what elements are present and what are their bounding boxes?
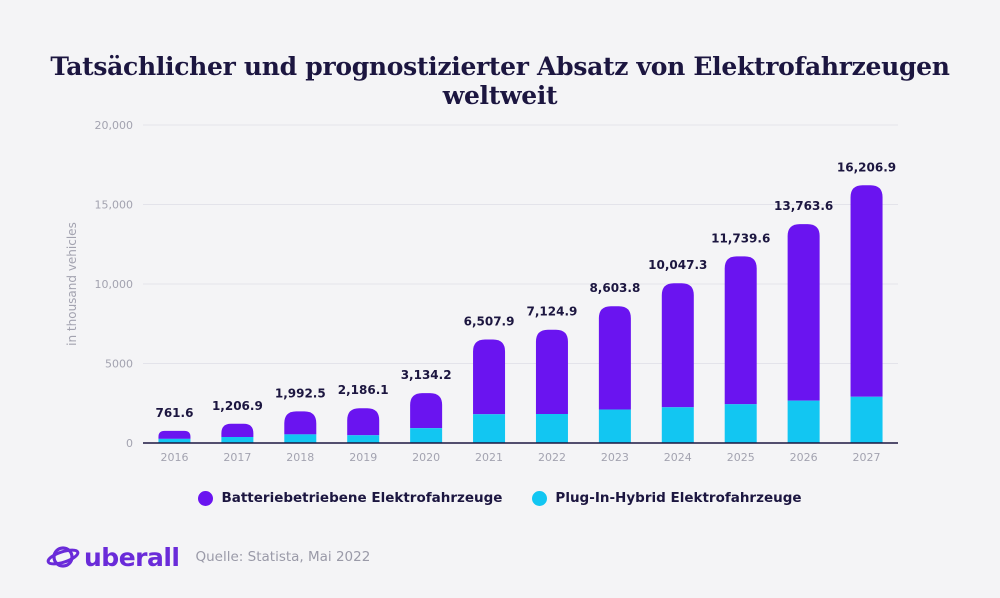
footer: uberall Quelle: Statista, Mai 2022 xyxy=(46,540,370,574)
data-label: 8,603.8 xyxy=(589,281,640,295)
data-label: 7,124.9 xyxy=(527,305,578,319)
y-tick-label: 5000 xyxy=(105,358,133,371)
y-axis-title: in thousand vehicles xyxy=(65,222,79,346)
x-tick-label: 2018 xyxy=(286,451,314,464)
bar-bev xyxy=(410,393,443,429)
bar-phev xyxy=(850,396,883,443)
data-label: 11,739.6 xyxy=(711,231,770,245)
bar-phev xyxy=(661,407,694,443)
legend-swatch-phev xyxy=(532,490,548,506)
bar-bev xyxy=(473,339,506,415)
brand-name: uberall xyxy=(84,542,180,572)
bar-bev xyxy=(724,256,757,405)
bar-phev xyxy=(598,409,631,443)
bar-bev xyxy=(787,224,820,401)
bar-bev xyxy=(535,329,568,414)
legend: Batteriebetriebene Elektrofahrzeuge Plug… xyxy=(0,490,1000,506)
bar-phev xyxy=(473,414,506,443)
x-tick-label: 2027 xyxy=(853,451,881,464)
data-label: 1,992.5 xyxy=(275,386,326,400)
bar-phev xyxy=(535,413,568,443)
x-tick-label: 2023 xyxy=(601,451,629,464)
y-tick-label: 0 xyxy=(126,437,133,450)
y-tick-label: 20,000 xyxy=(95,119,134,132)
data-label: 1,206.9 xyxy=(212,399,263,413)
data-label: 10,047.3 xyxy=(648,258,707,272)
x-tick-label: 2016 xyxy=(160,451,188,464)
bar-phev xyxy=(787,400,820,443)
data-label: 13,763.6 xyxy=(774,199,833,213)
legend-item-bev: Batteriebetriebene Elektrofahrzeuge xyxy=(198,490,502,506)
legend-item-phev: Plug-In-Hybrid Elektrofahrzeuge xyxy=(532,490,802,506)
bar-bev xyxy=(661,283,694,408)
bar-phev xyxy=(347,435,380,443)
x-tick-label: 2021 xyxy=(475,451,503,464)
x-tick-label: 2017 xyxy=(223,451,251,464)
bar-bev xyxy=(598,306,631,410)
legend-label-phev: Plug-In-Hybrid Elektrofahrzeuge xyxy=(555,490,802,506)
x-tick-label: 2022 xyxy=(538,451,566,464)
data-label: 761.6 xyxy=(155,406,193,420)
bar-bev xyxy=(347,408,380,436)
bar-bev xyxy=(284,411,317,435)
x-tick-label: 2026 xyxy=(790,451,818,464)
data-label: 16,206.9 xyxy=(837,160,896,174)
planet-logo-icon xyxy=(46,546,80,568)
y-tick-label: 10,000 xyxy=(95,278,134,291)
legend-swatch-bev xyxy=(198,490,214,506)
bar-phev xyxy=(410,428,443,443)
y-tick-label: 15,000 xyxy=(95,199,134,212)
x-tick-label: 2025 xyxy=(727,451,755,464)
bar-bev xyxy=(850,185,883,397)
bar-phev xyxy=(284,434,317,443)
bar-bev xyxy=(221,423,254,438)
chart-title: Tatsächlicher und prognostizierter Absat… xyxy=(50,52,950,110)
data-label: 3,134.2 xyxy=(401,368,452,382)
brand-logo: uberall xyxy=(46,542,180,572)
legend-label-bev: Batteriebetriebene Elektrofahrzeuge xyxy=(221,490,503,506)
data-label: 6,507.9 xyxy=(464,315,515,329)
bar-phev xyxy=(724,404,757,443)
bar-phev xyxy=(158,438,191,443)
bar-chart: 0 5000 10,000 15,000 20,000 in thousand vehic… xyxy=(65,119,898,464)
x-tick-label: 2024 xyxy=(664,451,692,464)
source-note: Quelle: Statista, Mai 2022 xyxy=(195,549,371,565)
bar-phev xyxy=(221,437,254,443)
x-tick-label: 2020 xyxy=(412,451,440,464)
data-label: 2,186.1 xyxy=(338,383,389,397)
x-tick-label: 2019 xyxy=(349,451,377,464)
bar-bev xyxy=(158,430,191,439)
